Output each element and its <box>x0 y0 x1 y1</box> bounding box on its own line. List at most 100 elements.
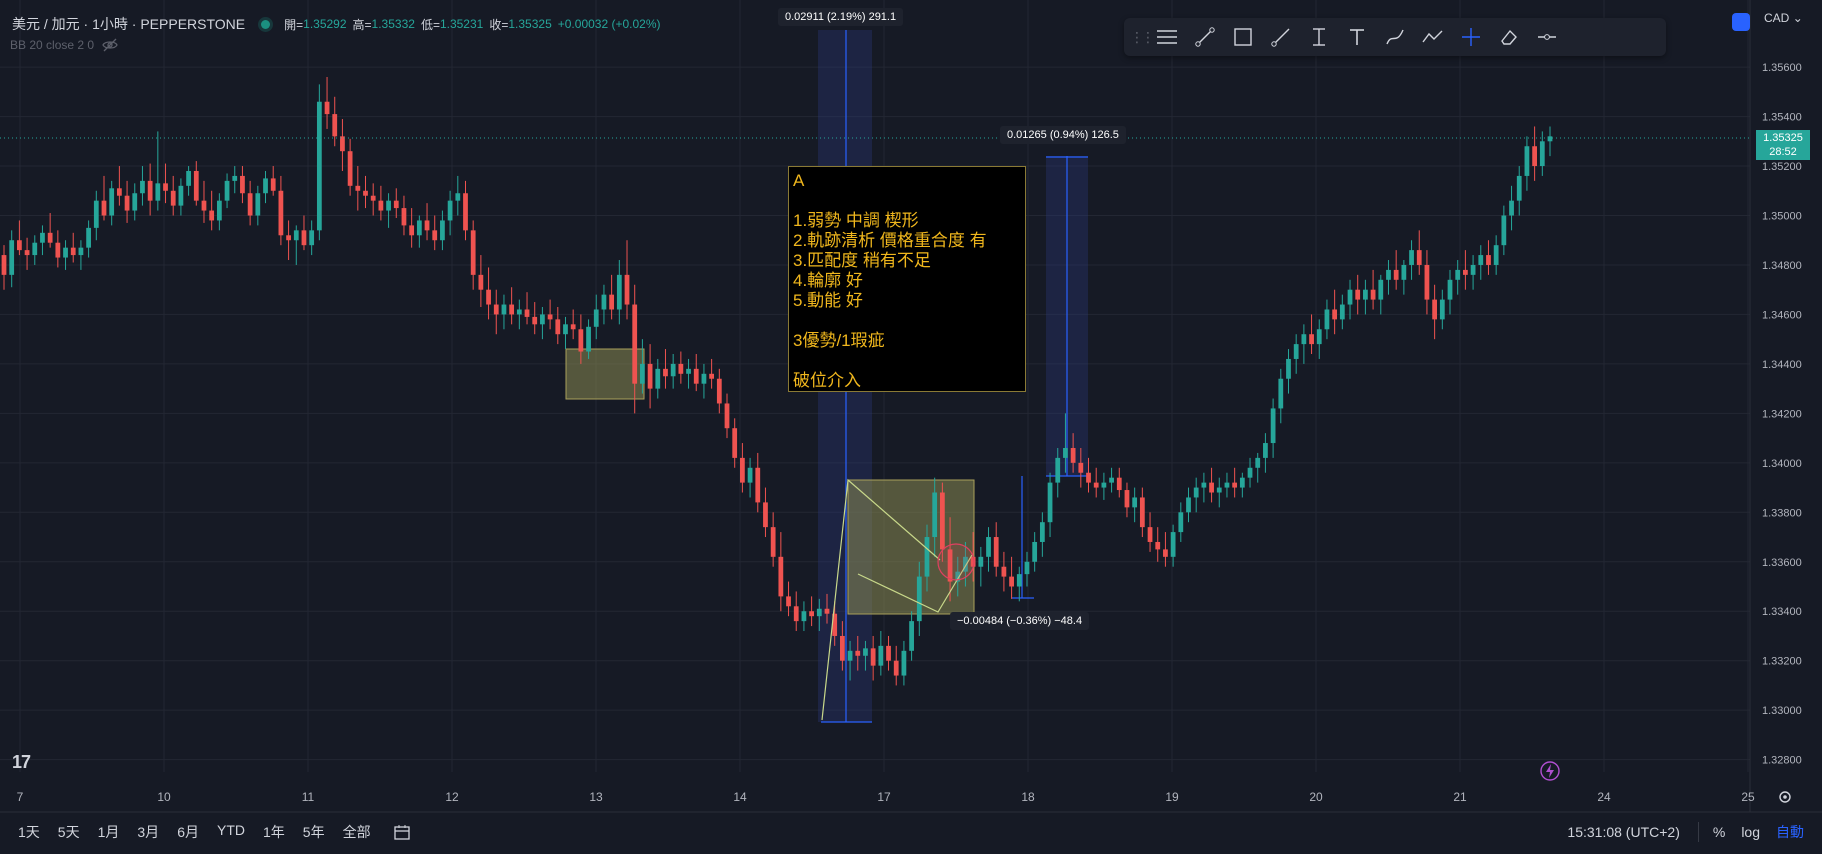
price-tick-label: 1.33600 <box>1762 557 1802 569</box>
candle-body <box>863 648 868 656</box>
rectangle-icon[interactable] <box>1224 21 1262 53</box>
tradingview-logo-icon[interactable]: 17 <box>12 752 31 772</box>
candle-body <box>693 368 699 384</box>
replay-lightning-icon[interactable] <box>1539 760 1561 782</box>
time-tick-label: 24 <box>1597 790 1611 804</box>
range-button[interactable]: 1月 <box>97 824 120 840</box>
currency-selector[interactable]: CAD ⌄ <box>1764 11 1803 25</box>
candle-body <box>132 193 138 211</box>
candle-body <box>993 537 999 567</box>
candle-body <box>1532 146 1538 167</box>
indicator-legend[interactable]: BB 20 close 2 0 <box>10 38 118 52</box>
candle-body <box>1216 487 1222 493</box>
candle-body <box>424 220 430 231</box>
candle-body <box>870 648 876 666</box>
candle-body <box>1332 309 1338 320</box>
candle-body <box>1070 447 1076 463</box>
settings-gear-icon[interactable] <box>1776 788 1794 806</box>
breakout-marker <box>937 543 975 581</box>
range-button[interactable]: 1天 <box>18 824 40 840</box>
candle-body <box>1232 482 1238 488</box>
candle-body <box>209 210 215 221</box>
trend-line-icon[interactable] <box>1186 21 1224 53</box>
note-line: 破位介入 <box>793 371 861 390</box>
brush-icon[interactable] <box>1376 21 1414 53</box>
time-axis: 7 10 11 12 13 14 17 18 19 20 21 24 25 <box>17 790 1755 804</box>
candle-body <box>716 378 722 404</box>
candle-body <box>370 195 376 201</box>
log-toggle[interactable]: log <box>1741 824 1760 840</box>
candle-body <box>816 608 822 617</box>
candle-body <box>32 242 38 256</box>
candle-body <box>640 363 645 384</box>
timezone-clock[interactable]: 15:31:08 (UTC+2) <box>1567 824 1680 840</box>
candle-body <box>563 324 568 335</box>
candle-body <box>378 200 384 211</box>
candle-body <box>1401 264 1407 280</box>
candle-body <box>178 185 184 206</box>
candle-body <box>593 309 599 327</box>
candle-body <box>655 368 661 389</box>
market-status-icon[interactable] <box>261 19 271 29</box>
range-button[interactable]: 全部 <box>342 824 371 840</box>
horizontal-ray-icon[interactable] <box>1528 21 1566 53</box>
candle-body <box>286 235 291 241</box>
range-button[interactable]: YTD <box>216 822 245 838</box>
close-value: 1.35325 <box>508 17 552 31</box>
candle-body <box>416 220 422 236</box>
candle-body <box>1139 497 1145 528</box>
text-cursor-icon[interactable] <box>1300 21 1338 53</box>
range-button[interactable]: 3月 <box>137 824 160 840</box>
candle-body <box>186 170 191 186</box>
candle-body <box>263 178 268 194</box>
calendar-range-icon[interactable] <box>393 823 411 841</box>
time-tick-label: 21 <box>1453 790 1467 804</box>
candle-body <box>1124 490 1130 508</box>
horizontal-lines-icon[interactable] <box>1148 21 1186 53</box>
text-icon[interactable] <box>1338 21 1376 53</box>
candle-body <box>586 326 591 352</box>
candle-body <box>1193 487 1199 498</box>
candle-body <box>247 193 253 216</box>
symbol-title[interactable]: 美元 / 加元 · 1小時 · PEPPERSTONE <box>12 16 246 32</box>
candle-body <box>709 373 715 379</box>
range-button[interactable]: 5天 <box>57 824 80 840</box>
candle-body <box>770 527 776 557</box>
open-value: 1.35292 <box>303 17 347 31</box>
percent-toggle[interactable]: % <box>1712 824 1726 840</box>
range-button[interactable]: 1年 <box>262 824 285 840</box>
candle-body <box>939 492 945 550</box>
candle-body <box>670 363 676 377</box>
candle-body <box>216 200 222 221</box>
candle-body <box>1486 255 1491 265</box>
candle-body <box>124 195 130 211</box>
analysis-note[interactable]: A 1.弱勢 中調 楔形 2.軌跡清析 價格重合度 有 3.匹配度 稍有不足 4.輪廓… <box>788 166 1026 392</box>
candle-body <box>1339 304 1345 320</box>
candle-body <box>147 180 153 201</box>
auto-scale-toggle[interactable]: 自動 <box>1776 824 1804 840</box>
price-tick-label: 1.35400 <box>1762 112 1802 124</box>
path-icon[interactable] <box>1414 21 1452 53</box>
candle-body <box>1086 472 1091 483</box>
range-button[interactable]: 5年 <box>302 824 325 840</box>
drag-handle-icon[interactable]: ⋮⋮ <box>1130 28 1155 45</box>
chart-grid <box>0 0 1822 813</box>
sync-icon[interactable] <box>1732 13 1750 31</box>
note-line: 5.動能 好 <box>793 291 863 310</box>
note-line <box>793 191 1021 211</box>
eraser-icon[interactable] <box>1490 21 1528 53</box>
candle-body <box>1255 457 1261 468</box>
eye-off-icon[interactable] <box>102 38 118 52</box>
candle-body <box>516 309 522 315</box>
candle-body <box>270 178 276 191</box>
candle-body <box>847 650 853 661</box>
candle-body <box>1470 264 1476 275</box>
candle-body <box>1078 462 1084 473</box>
candle-body <box>1378 279 1384 300</box>
range-button[interactable]: 6月 <box>177 824 199 840</box>
crosshair-icon[interactable] <box>1452 21 1490 53</box>
candle-body <box>632 304 638 384</box>
candle-body <box>1286 358 1291 379</box>
ray-icon[interactable] <box>1262 21 1300 53</box>
